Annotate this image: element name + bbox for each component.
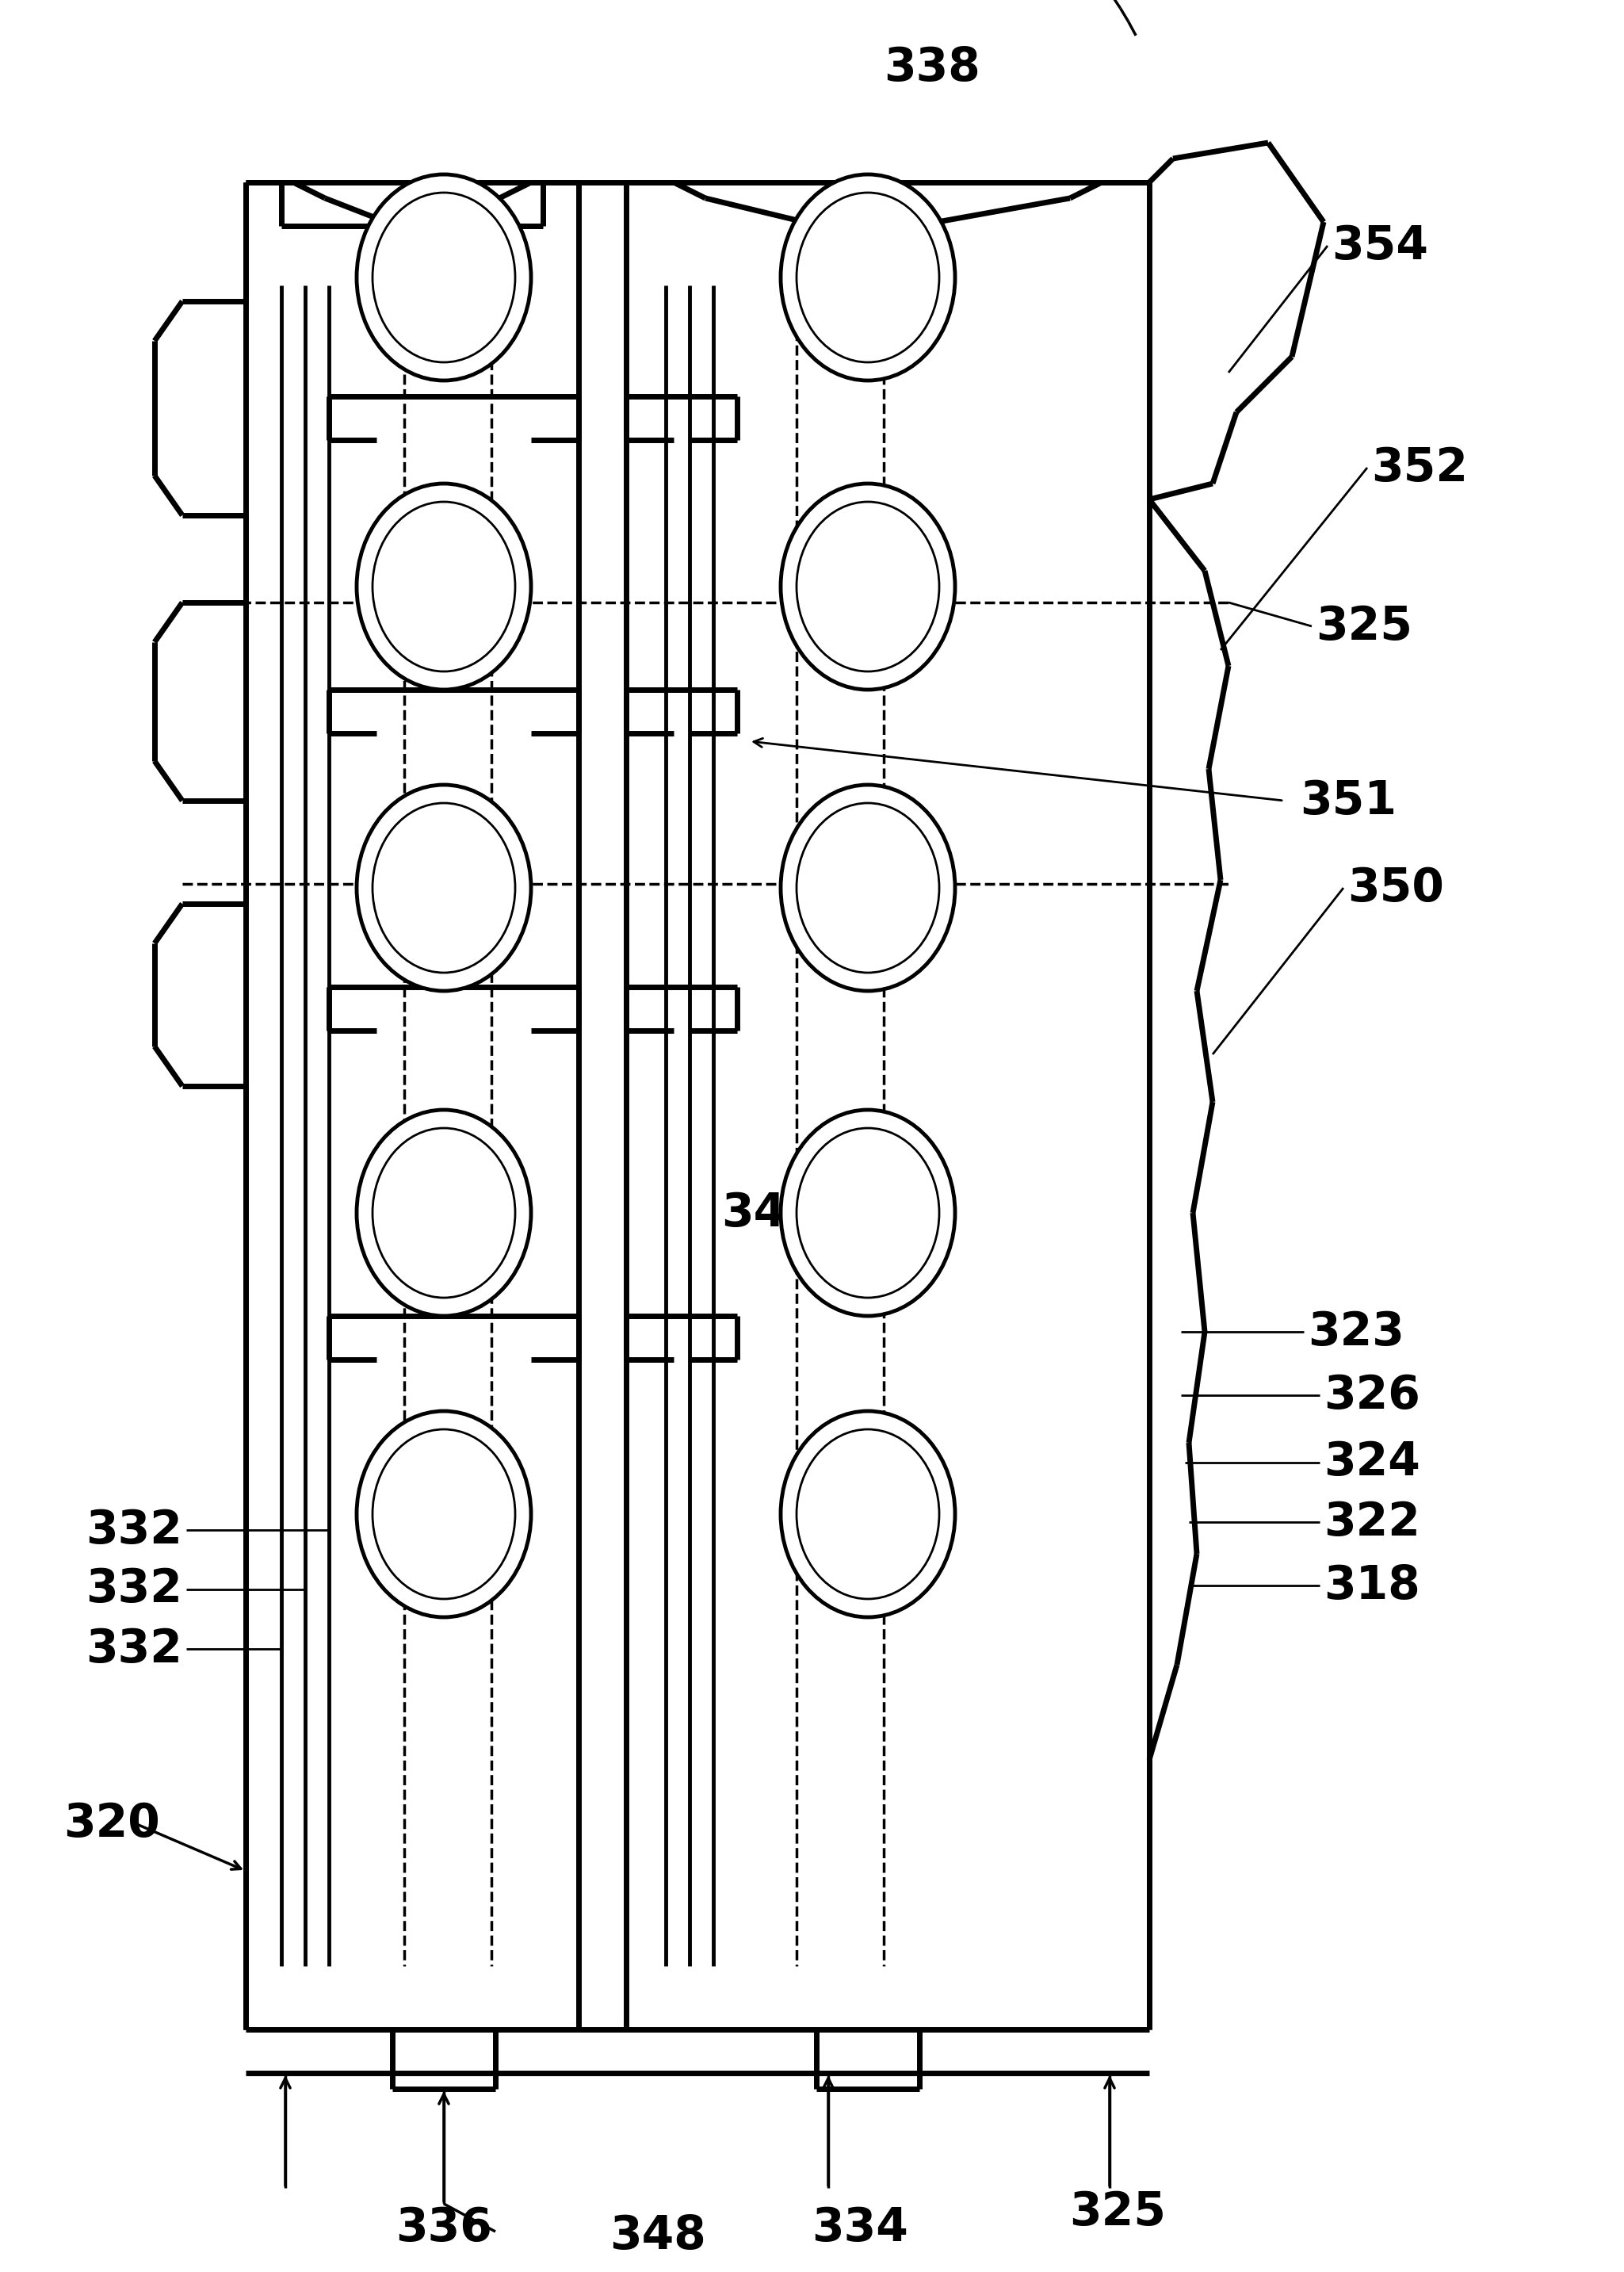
Text: 350: 350 (1348, 866, 1444, 911)
Ellipse shape (372, 1429, 515, 1599)
Text: 322: 322 (1324, 1500, 1421, 1545)
Text: 325: 325 (1069, 2190, 1166, 2233)
Ellipse shape (357, 484, 531, 691)
Text: 325: 325 (1315, 604, 1413, 650)
Text: 348: 348 (609, 2213, 706, 2258)
Text: 354: 354 (1332, 223, 1427, 268)
Ellipse shape (372, 193, 515, 361)
Ellipse shape (796, 1129, 939, 1297)
Text: 334: 334 (812, 2206, 908, 2249)
Ellipse shape (796, 802, 939, 972)
Text: 332: 332 (86, 1568, 182, 1613)
Text: 340: 340 (721, 1191, 818, 1236)
Ellipse shape (796, 193, 939, 361)
Ellipse shape (781, 484, 955, 691)
Ellipse shape (372, 1129, 515, 1297)
Text: 323: 323 (1307, 1309, 1405, 1354)
Ellipse shape (357, 1411, 531, 1618)
Text: 332: 332 (86, 1627, 182, 1672)
Text: 324: 324 (1324, 1440, 1421, 1486)
Ellipse shape (781, 175, 955, 379)
Ellipse shape (357, 784, 531, 991)
Text: 338: 338 (883, 45, 981, 91)
Text: 320: 320 (63, 1802, 159, 1845)
Text: 332: 332 (86, 1506, 182, 1552)
Ellipse shape (357, 175, 531, 379)
Ellipse shape (796, 1429, 939, 1599)
Ellipse shape (781, 1109, 955, 1315)
Ellipse shape (781, 1411, 955, 1618)
Text: 352: 352 (1371, 445, 1468, 491)
Ellipse shape (357, 1109, 531, 1315)
Text: 326: 326 (1324, 1372, 1421, 1418)
Text: 336: 336 (396, 2206, 492, 2249)
Text: 318: 318 (1324, 1563, 1419, 1609)
Ellipse shape (372, 802, 515, 972)
Text: 351: 351 (1299, 777, 1397, 822)
Ellipse shape (796, 502, 939, 673)
Ellipse shape (372, 502, 515, 673)
Ellipse shape (781, 784, 955, 991)
